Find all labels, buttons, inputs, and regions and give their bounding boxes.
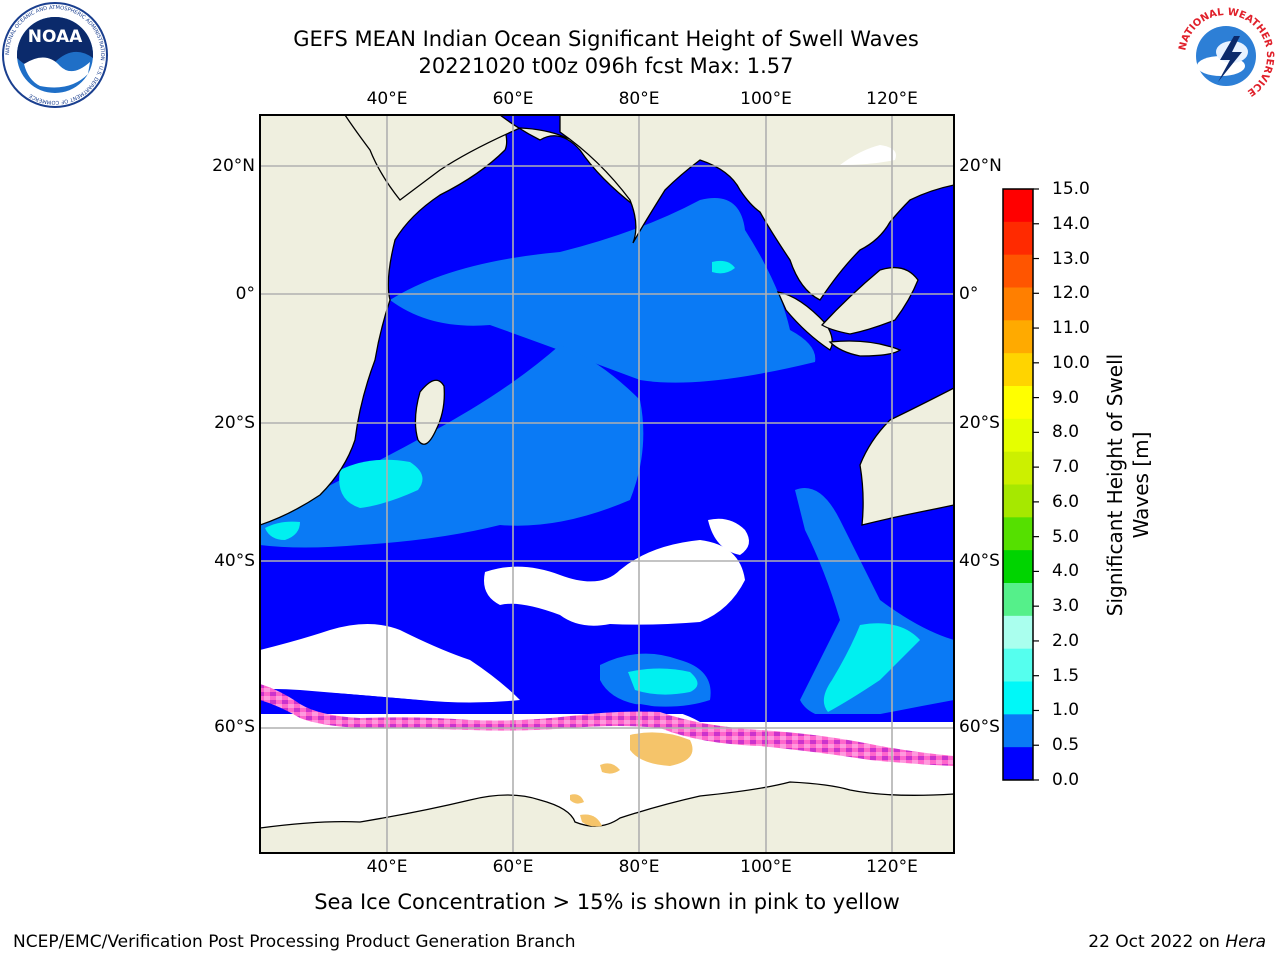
sea-ice-note: Sea Ice Concentration > 15% is shown in …: [314, 890, 900, 914]
lon-label-bottom-80e: 80°E: [618, 857, 660, 877]
colorbar-segment: [1003, 221, 1033, 256]
colorbar-frame: [1002, 188, 1034, 781]
footer-date-text: 22 Oct 2022 on: [1088, 932, 1226, 952]
colorbar-label-line1: Significant Height of Swell: [1103, 353, 1127, 617]
colorbar-segment: [1003, 386, 1033, 420]
lon-label-bottom-100e: 100°E: [740, 857, 792, 877]
ocean-ice-margin: [260, 690, 954, 722]
colorbar-tick-label: 13.0: [1052, 248, 1090, 269]
colorbar-tick-label: 11.0: [1052, 318, 1090, 339]
land-borneo: [820, 266, 919, 335]
colorbar-segment: [1003, 287, 1033, 321]
colorbar-tick-label: 4.0: [1052, 561, 1080, 582]
colorbar-tick-marks: [1033, 188, 1039, 781]
colorbar-segment: [1003, 714, 1033, 748]
land-sumatra: [776, 291, 833, 351]
chart-subtitle: 20221020 t00z 096h fcst Max: 1.57: [418, 54, 794, 78]
land-java: [828, 340, 902, 357]
colorbar-segment: [1003, 254, 1033, 288]
colorbar-segment: [1003, 583, 1033, 617]
colorbar-segment: [1003, 517, 1033, 551]
lat-label-right-20n: 20°N: [959, 156, 1002, 176]
sea-ice-high-4: [580, 814, 602, 827]
colorbar-segment: [1003, 681, 1033, 715]
lat-label-left-60s: 60°S: [214, 717, 255, 737]
colorbar-tick-label: 8.0: [1052, 422, 1080, 443]
colorbar-tick-label: 2.0: [1052, 630, 1080, 651]
swell-patch-mozambique: [339, 459, 423, 508]
sea-ice-edge: [260, 684, 954, 766]
colorbar-tick-label: 9.0: [1052, 387, 1080, 408]
colorbar-label-line2: Waves [m]: [1129, 431, 1153, 539]
lon-label-top-100e: 100°E: [740, 89, 792, 109]
missing-south-3: [260, 624, 520, 703]
colorbar-label: Significant Height of Swell Waves [m]: [1102, 275, 1154, 695]
swell-patch-south: [628, 668, 698, 695]
colorbar-tick-label: 12.0: [1052, 283, 1090, 304]
colorbar-segment: [1003, 353, 1033, 387]
sea-ice-high-2: [600, 763, 620, 774]
lat-label-right-0: 0°: [959, 284, 979, 304]
lon-label-top-40e: 40°E: [366, 89, 408, 109]
map-frame: [259, 114, 955, 854]
colorbar-tick-label: 1.5: [1052, 665, 1080, 686]
footer-host: Hera: [1225, 932, 1266, 952]
map-layers: [260, 115, 954, 853]
footer-date: 22 Oct 2022 on Hera: [1088, 932, 1266, 952]
lat-label-left-40s: 40°S: [214, 551, 255, 571]
colorbar-tick-label: 1.0: [1052, 700, 1080, 721]
noaa-logo-text: NOAA: [28, 27, 83, 47]
swell-band-tropics: [390, 198, 816, 383]
colorbar-segment: [1003, 418, 1033, 453]
nws-logo: NATIONAL WEATHER SERVICE: [1177, 7, 1275, 104]
missing-bay-of-bengal: [840, 145, 896, 165]
colorbar-segment: [1003, 615, 1033, 650]
colorbar-segments: [1003, 189, 1033, 781]
colorbar-segment: [1003, 484, 1033, 518]
map-gridlines: [260, 115, 954, 853]
colorbar-segment: [1003, 648, 1033, 682]
lat-label-left-20s: 20°S: [214, 413, 255, 433]
missing-south-2: [708, 518, 749, 555]
lon-label-top-120e: 120°E: [866, 89, 918, 109]
swell-patch-equator: [712, 260, 735, 274]
colorbar-tick-label: 0.5: [1052, 735, 1080, 756]
swell-patch-agulhas: [265, 521, 300, 540]
lat-label-left-20n: 20°N: [212, 156, 255, 176]
colorbar-tick-label: 5.0: [1052, 526, 1080, 547]
sea-ice-high-1: [630, 732, 693, 766]
lon-label-top-80e: 80°E: [618, 89, 660, 109]
swell-band-southeast: [795, 488, 954, 720]
noaa-logo: NATIONAL OCEANIC AND ATMOSPHERIC ADMINIS…: [2, 2, 108, 108]
lat-label-right-60s: 60°S: [959, 717, 1000, 737]
lat-label-left-0: 0°: [235, 284, 255, 304]
lon-label-bottom-60e: 60°E: [492, 857, 534, 877]
colorbar-segment: [1003, 451, 1033, 485]
colorbar-segment: [1003, 189, 1033, 223]
colorbar-tick-label: 6.0: [1052, 491, 1080, 512]
colorbar: [1002, 188, 1039, 781]
lat-label-right-20s: 20°S: [959, 413, 1000, 433]
colorbar-tick-label: 0.0: [1052, 770, 1080, 790]
lon-label-top-60e: 60°E: [492, 89, 534, 109]
lon-label-bottom-40e: 40°E: [366, 857, 408, 877]
swell-patch-southeast: [823, 623, 920, 712]
colorbar-tick-label: 10.0: [1052, 352, 1090, 373]
lon-label-bottom-120e: 120°E: [866, 857, 918, 877]
colorbar-segment: [1003, 747, 1033, 781]
colorbar-segment: [1003, 320, 1033, 354]
colorbar-tick-label: 3.0: [1052, 596, 1080, 617]
colorbar-segment: [1003, 550, 1033, 584]
footer-organization: NCEP/EMC/Verification Post Processing Pr…: [13, 932, 576, 952]
colorbar-tick-label: 15.0: [1052, 179, 1090, 199]
colorbar-tick-label: 14.0: [1052, 213, 1090, 234]
lat-label-right-40s: 40°S: [959, 551, 1000, 571]
land-madagascar: [414, 379, 445, 445]
chart-title: GEFS MEAN Indian Ocean Significant Heigh…: [293, 27, 919, 51]
colorbar-tick-label: 7.0: [1052, 457, 1080, 478]
sea-ice-high-3: [570, 794, 584, 804]
